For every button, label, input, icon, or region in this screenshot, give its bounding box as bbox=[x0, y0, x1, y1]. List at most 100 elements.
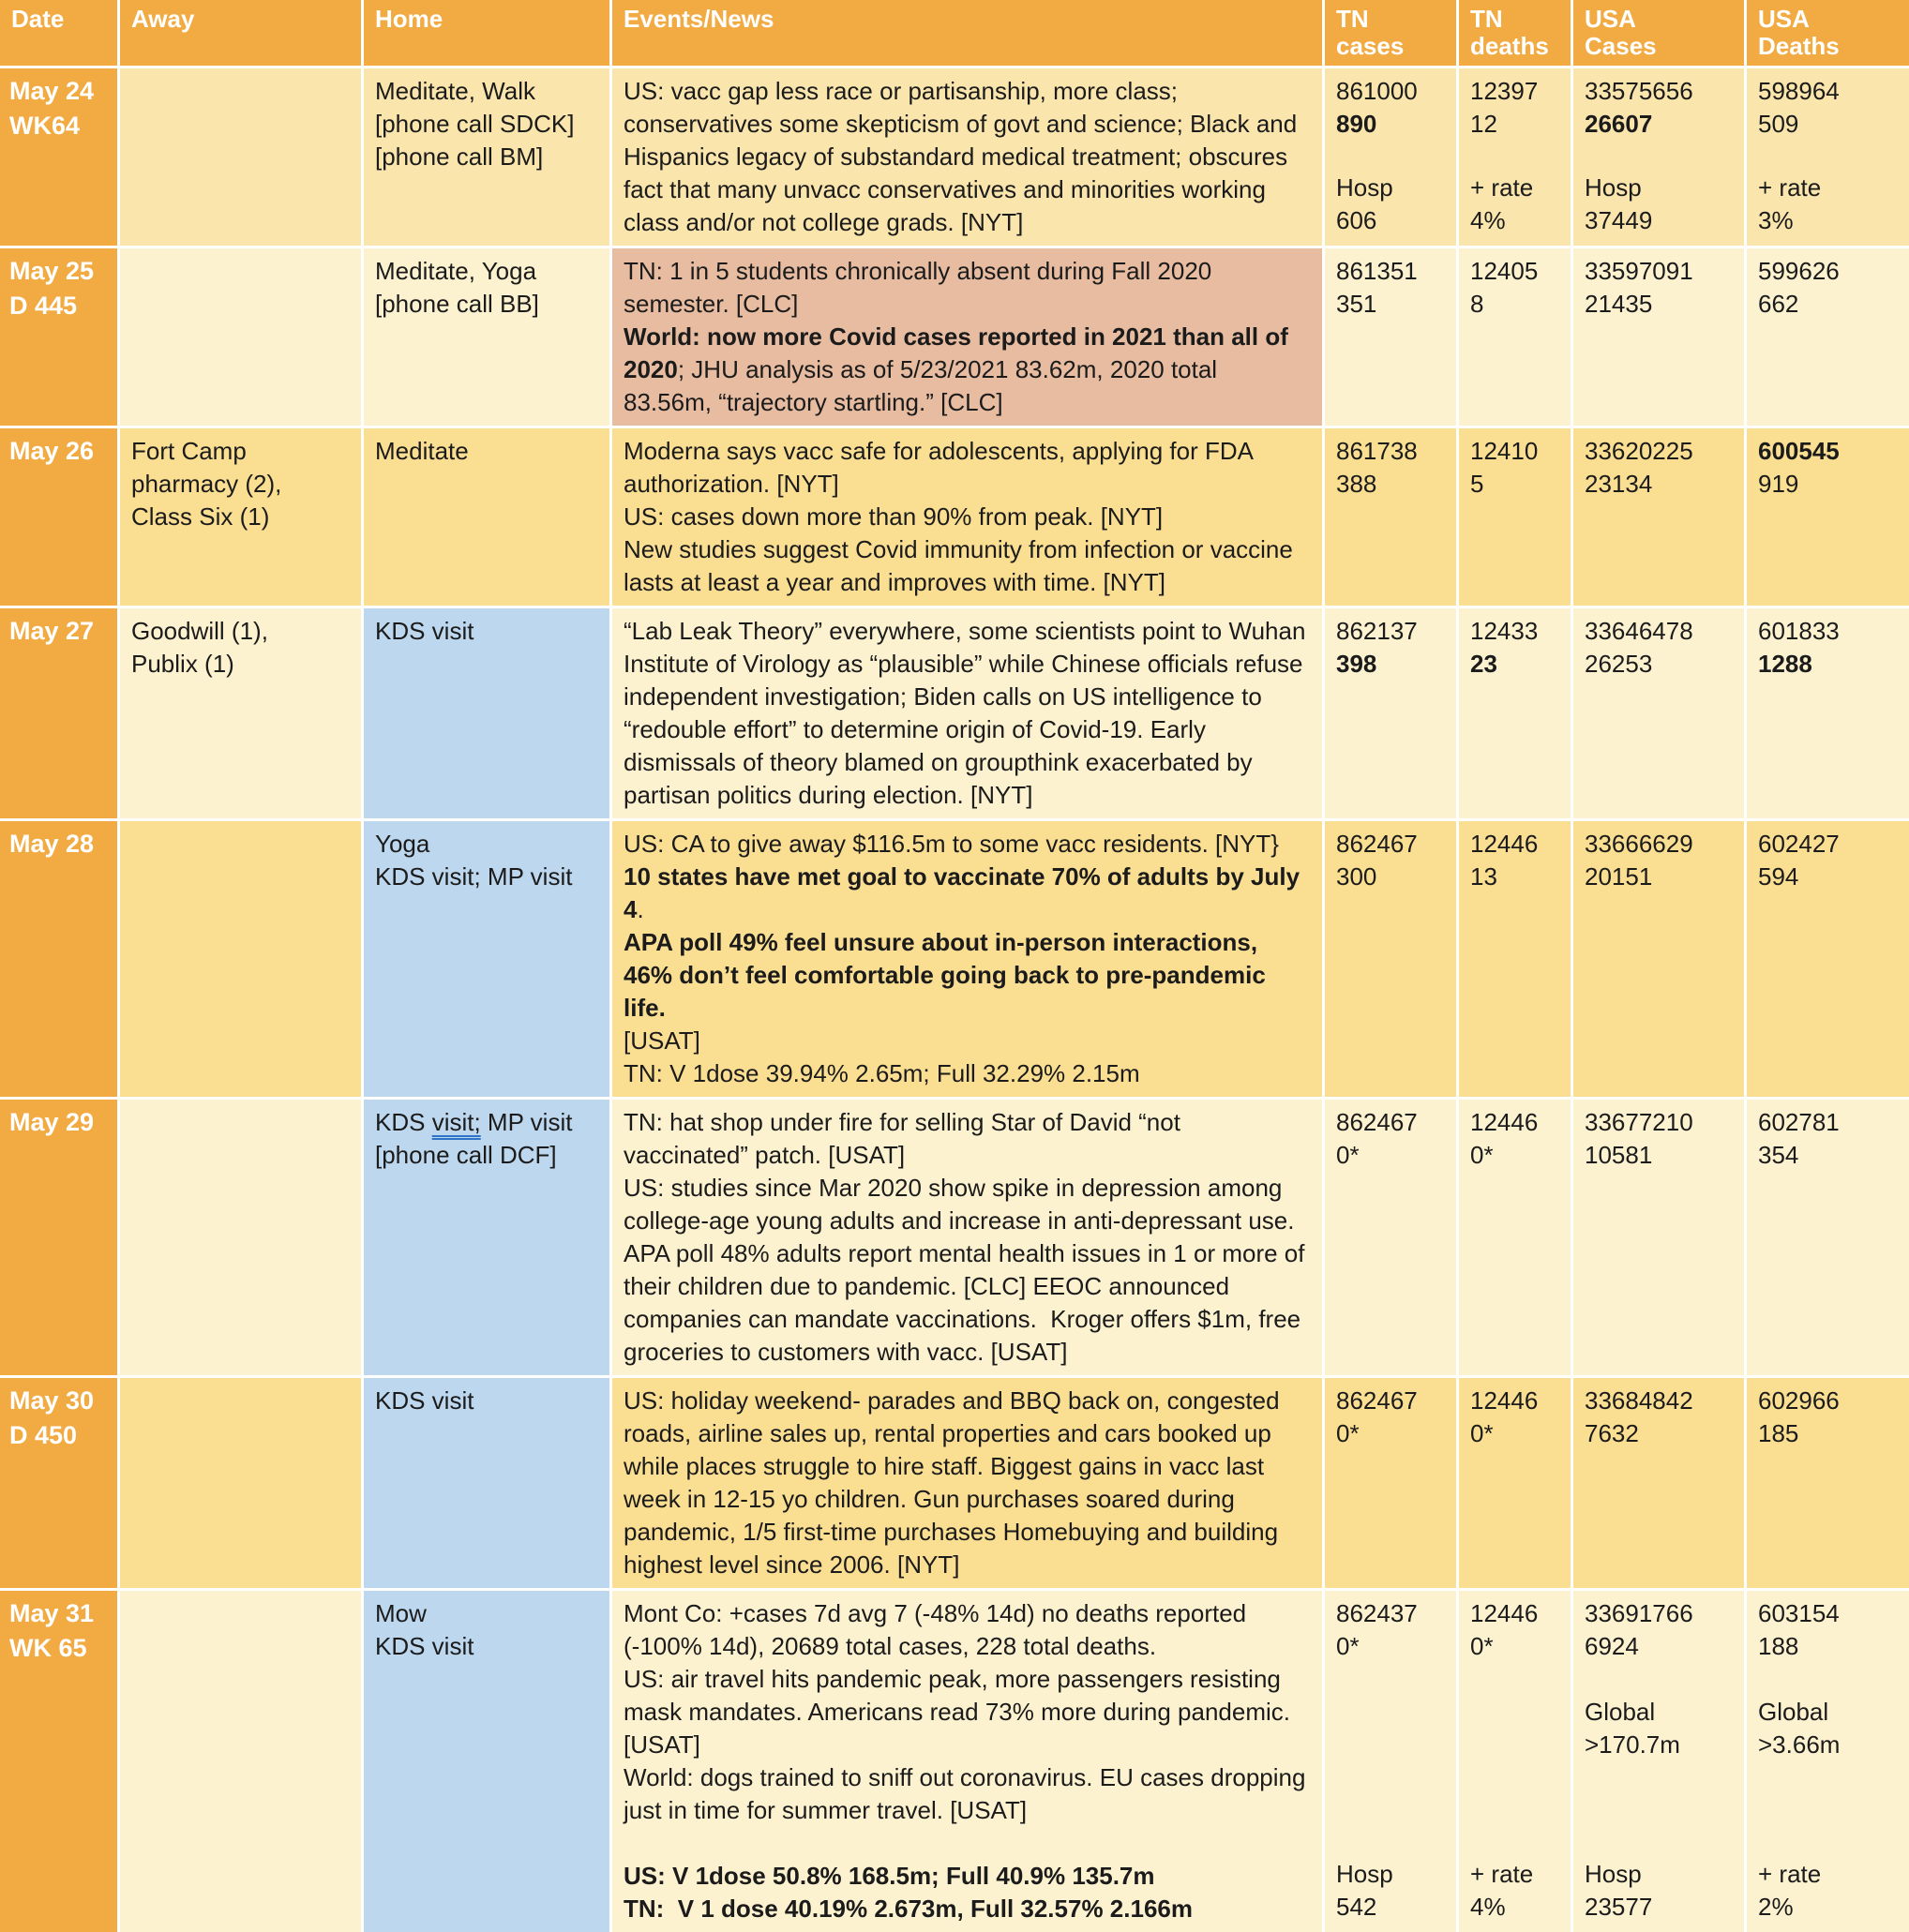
stat-line: 0* bbox=[1470, 1419, 1494, 1447]
home-cell: KDS visit bbox=[361, 1378, 609, 1588]
home-line-segment: Mow bbox=[375, 1599, 427, 1627]
events-text: Mont Co: +cases 7d avg 7 (-48% 14d) no d… bbox=[624, 1597, 1311, 1925]
stat-line: 861738 bbox=[1336, 437, 1418, 465]
events-cell: TN: hat shop under fire for selling Star… bbox=[609, 1100, 1322, 1375]
stat-line: 862467 bbox=[1336, 1108, 1418, 1136]
home-line: [phone call BM] bbox=[375, 141, 598, 173]
usa-cases-cell: 33666629 20151 bbox=[1571, 821, 1744, 1097]
events-text: US: holiday weekend- parades and BBQ bac… bbox=[624, 1385, 1311, 1581]
stat-footer-line: Hosp bbox=[1585, 1860, 1642, 1888]
home-line-segment: KDS visit bbox=[375, 1386, 474, 1415]
home-cell: Yoga KDS visit; MP visit bbox=[361, 821, 609, 1097]
tn-deaths-cell: 12405 8 bbox=[1456, 248, 1571, 426]
stat-line: 7632 bbox=[1585, 1419, 1639, 1447]
date-line: May 24 bbox=[9, 77, 95, 105]
header-cell-tn-deaths: TN deaths bbox=[1456, 0, 1571, 66]
stat-line: 603154 bbox=[1758, 1599, 1840, 1627]
stat-footer-line: 4% bbox=[1470, 1893, 1506, 1921]
header-cell-tn-cases: TN cases bbox=[1322, 0, 1456, 66]
stat-line: 12433 bbox=[1470, 617, 1539, 645]
home-cell: Meditate bbox=[361, 428, 609, 606]
away-cell bbox=[117, 68, 361, 246]
stat-line: 862467 bbox=[1336, 830, 1418, 858]
away-cell bbox=[117, 1378, 361, 1588]
stat-line: 12446 bbox=[1470, 1108, 1539, 1136]
stat-line: 598964 bbox=[1758, 77, 1840, 105]
stat-line: 10581 bbox=[1585, 1141, 1653, 1169]
stat-line: 662 bbox=[1758, 290, 1799, 318]
date-line: May 31 bbox=[9, 1599, 95, 1627]
stat-line: 602966 bbox=[1758, 1386, 1840, 1415]
stat-line: 919 bbox=[1758, 470, 1799, 498]
events-segment: US: V 1dose 50.8% 168.5m; Full 40.9% 135… bbox=[624, 1862, 1193, 1923]
stat-line: 862467 bbox=[1336, 1386, 1418, 1415]
usa-cases-cell: 33597091 21435 bbox=[1571, 248, 1744, 426]
events-segment: World: now more Covid cases reported in … bbox=[624, 322, 1296, 383]
stat-line: 12 bbox=[1470, 110, 1497, 138]
events-text: US: CA to give away $116.5m to some vacc… bbox=[624, 828, 1311, 1090]
stat-footer-line: + rate bbox=[1470, 173, 1534, 202]
stat-line: 12405 bbox=[1470, 257, 1539, 285]
home-line: [phone call DCF] bbox=[375, 1139, 598, 1172]
home-line-segment: Meditate bbox=[375, 437, 469, 465]
stat-line: 23 bbox=[1470, 650, 1497, 678]
home-line-segment: KDS bbox=[375, 1108, 432, 1136]
stat-line: 388 bbox=[1336, 470, 1377, 498]
events-segment: APA poll 49% feel unsure about in-person… bbox=[624, 928, 1273, 1022]
events-segment: [USAT] TN: V 1dose 39.94% 2.65m; Full 32… bbox=[624, 1026, 1140, 1087]
date-line: May 29 bbox=[9, 1108, 95, 1136]
stat-line: 26253 bbox=[1585, 650, 1653, 678]
stat-footer-line: 37449 bbox=[1585, 206, 1653, 234]
stat-line: 26607 bbox=[1585, 110, 1653, 138]
usa-deaths-cell: 601833 1288 bbox=[1744, 608, 1909, 818]
events-segment: US: vacc gap less race or partisanship, … bbox=[624, 77, 1304, 236]
stat-footer: Hosp 23577 bbox=[1585, 1858, 1733, 1924]
away-cell bbox=[117, 821, 361, 1097]
home-cell: Meditate, Walk [phone call SDCK] [phone ca… bbox=[361, 68, 609, 246]
stat-line: 351 bbox=[1336, 290, 1377, 318]
home-line-segment: Meditate, Walk bbox=[375, 77, 535, 105]
tn-deaths-cell: 12410 5 bbox=[1456, 428, 1571, 606]
stat-footer: + rate 4% bbox=[1470, 1858, 1559, 1924]
home-line-segment: [phone call SDCK] bbox=[375, 110, 575, 138]
table-header-row: Date Away Home Events/News TN cases TN deaths… bbox=[0, 0, 1909, 66]
stat-footer-line: + rate bbox=[1758, 173, 1822, 202]
stat-footer-line: Hosp bbox=[1336, 173, 1393, 202]
events-cell: Mont Co: +cases 7d avg 7 (-48% 14d) no d… bbox=[609, 1591, 1322, 1932]
header-cell-usa-deaths: USA Deaths bbox=[1744, 0, 1909, 66]
stat-line: 20151 bbox=[1585, 862, 1653, 891]
date-cell: May 28 bbox=[0, 821, 117, 1097]
usa-cases-cell: 33684842 7632 bbox=[1571, 1378, 1744, 1588]
tn-cases-cell: 862467 0* bbox=[1322, 1378, 1456, 1588]
away-text: Goodwill (1), Publix (1) bbox=[131, 617, 268, 678]
tn-cases-cell: 861000 890 Hosp 606 bbox=[1322, 68, 1456, 246]
events-text: TN: hat shop under fire for selling Star… bbox=[624, 1106, 1311, 1369]
stat-footer-line: 2% bbox=[1758, 1893, 1794, 1921]
home-line: [phone call BB] bbox=[375, 288, 598, 321]
stat-line: 1288 bbox=[1758, 650, 1812, 678]
events-segment: ; JHU analysis as of 5/23/2021 83.62m, 2… bbox=[624, 355, 1225, 416]
home-line: KDS visit bbox=[375, 1630, 598, 1663]
usa-cases-cell: 33691766 6924 Global >170.7m Hosp 23577 bbox=[1571, 1591, 1744, 1932]
home-cell: KDS visit; MP visit [phone call DCF] bbox=[361, 1100, 609, 1375]
away-cell: Goodwill (1), Publix (1) bbox=[117, 608, 361, 818]
events-segment: 10 states have met goal to vaccinate 70%… bbox=[624, 862, 1307, 923]
date-line: D 445 bbox=[9, 292, 78, 320]
stat-line: >170.7m bbox=[1585, 1730, 1680, 1759]
date-line: May 30 bbox=[9, 1386, 95, 1415]
usa-cases-cell: 33575656 26607 Hosp 37449 bbox=[1571, 68, 1744, 246]
stat-line: 33597091 bbox=[1585, 257, 1693, 285]
home-line: Mow bbox=[375, 1597, 598, 1630]
table-row: May 25 D 445 Meditate, Yoga [phone call BB]… bbox=[0, 246, 1909, 426]
date-cell: May 24 WK64 bbox=[0, 68, 117, 246]
tn-cases-cell: 862437 0* Hosp 542 bbox=[1322, 1591, 1456, 1932]
tn-cases-cell: 861351 351 bbox=[1322, 248, 1456, 426]
tn-cases-cell: 862467 300 bbox=[1322, 821, 1456, 1097]
events-segment: US: holiday weekend- parades and BBQ bac… bbox=[624, 1386, 1286, 1579]
tn-deaths-cell: 12446 0* + rate 4% bbox=[1456, 1591, 1571, 1932]
stat-footer: Hosp 542 bbox=[1336, 1858, 1445, 1924]
table-row: May 28 Yoga KDS visit; MP visit US: CA to g… bbox=[0, 818, 1909, 1097]
stat-line: 354 bbox=[1758, 1141, 1799, 1169]
stat-line: 398 bbox=[1336, 650, 1377, 678]
